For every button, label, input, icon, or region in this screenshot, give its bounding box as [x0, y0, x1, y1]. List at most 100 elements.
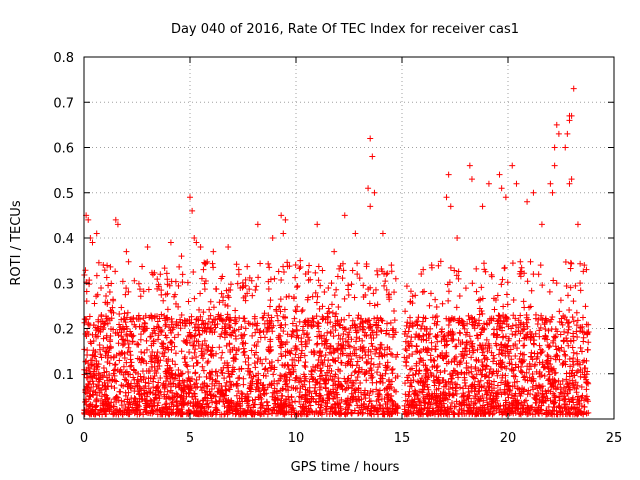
data-point: [437, 399, 444, 406]
data-point: [265, 312, 272, 319]
data-point: [421, 383, 428, 390]
data-point: [344, 380, 351, 387]
data-point: [360, 344, 367, 351]
data-point: [504, 279, 511, 286]
data-point: [240, 339, 247, 346]
data-point: [205, 316, 212, 323]
data-point: [480, 260, 487, 267]
data-point: [413, 360, 420, 367]
data-point: [95, 259, 102, 266]
data-point: [473, 357, 480, 364]
y-tick-label: 0.1: [53, 368, 74, 383]
data-point: [254, 376, 261, 383]
data-point: [557, 381, 564, 388]
data-point: [378, 341, 385, 348]
data-point: [237, 402, 244, 409]
data-point: [323, 384, 330, 391]
data-point: [318, 340, 325, 347]
data-point: [135, 403, 142, 410]
data-point: [203, 346, 210, 353]
data-point: [185, 368, 192, 375]
data-point: [315, 323, 322, 330]
data-point: [565, 380, 572, 387]
data-point: [443, 337, 450, 344]
data-point: [143, 337, 150, 344]
data-point: [362, 387, 369, 394]
data-point: [216, 299, 223, 306]
data-point: [313, 379, 320, 386]
data-point: [402, 410, 409, 417]
data-point: [201, 337, 208, 344]
data-point: [490, 385, 497, 392]
x-tick-label: 5: [186, 431, 194, 446]
data-point: [210, 393, 217, 400]
data-point: [535, 316, 542, 323]
data-point: [363, 377, 370, 384]
data-point: [291, 409, 298, 416]
data-point: [457, 358, 464, 365]
data-point: [521, 351, 528, 358]
data-point: [324, 363, 331, 370]
data-point: [87, 357, 94, 364]
data-point: [464, 329, 471, 336]
data-point: [223, 379, 230, 386]
data-point: [327, 342, 334, 349]
data-point: [408, 342, 415, 349]
data-point: [529, 384, 536, 391]
data-point: [244, 397, 251, 404]
data-point: [269, 235, 276, 241]
data-point: [171, 393, 178, 400]
data-point: [574, 334, 581, 341]
data-point: [445, 322, 452, 329]
data-point: [249, 292, 256, 299]
data-point: [452, 403, 459, 410]
data-point: [144, 244, 151, 251]
data-point: [431, 357, 438, 364]
data-point: [406, 352, 413, 359]
data-point: [377, 345, 384, 352]
data-point: [178, 312, 185, 319]
data-point: [342, 386, 349, 393]
data-point: [547, 180, 554, 187]
data-point: [235, 266, 242, 273]
data-point: [242, 358, 249, 365]
data-point: [267, 336, 274, 343]
data-point: [269, 389, 276, 396]
data-point: [138, 348, 145, 355]
data-point: [299, 327, 306, 334]
data-point: [574, 382, 581, 389]
data-point: [328, 368, 335, 375]
data-point: [103, 292, 110, 299]
data-point: [235, 388, 242, 395]
data-point: [165, 394, 172, 401]
data-point: [289, 328, 296, 335]
data-point: [562, 144, 569, 151]
data-point: [504, 391, 511, 398]
data-point: [301, 408, 308, 415]
data-point: [143, 346, 150, 353]
data-point: [394, 351, 401, 358]
data-point: [584, 346, 591, 353]
data-point: [288, 408, 295, 415]
data-point: [172, 350, 179, 357]
data-point: [83, 316, 90, 323]
data-point: [193, 360, 200, 367]
data-point: [371, 302, 378, 309]
data-point: [199, 387, 206, 394]
data-point: [429, 314, 436, 321]
data-point: [255, 274, 262, 281]
data-point: [145, 286, 152, 293]
data-point: [335, 409, 342, 416]
data-point: [502, 372, 509, 379]
data-point: [257, 401, 264, 408]
data-point: [456, 315, 463, 322]
data-point: [566, 356, 573, 363]
data-point: [585, 321, 592, 328]
data-point: [556, 356, 563, 363]
data-point: [407, 366, 414, 373]
data-point: [111, 410, 118, 417]
data-point: [275, 357, 282, 364]
data-point: [514, 345, 521, 352]
data-point: [190, 341, 197, 348]
